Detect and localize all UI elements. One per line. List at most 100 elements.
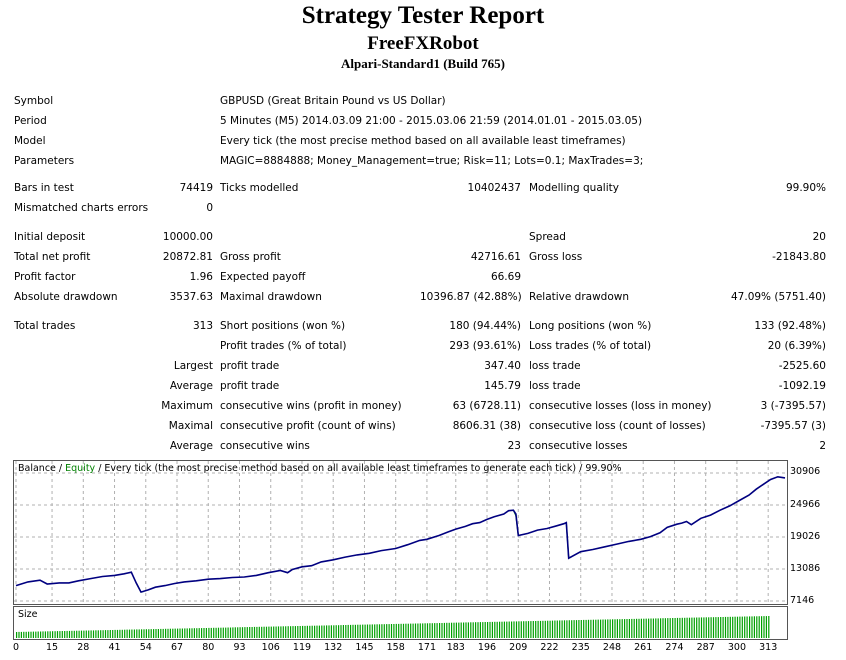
avg-consec-losses-label: consecutive losses	[529, 440, 628, 452]
size-bar	[705, 617, 707, 638]
size-bar	[508, 621, 510, 638]
size-bar	[354, 624, 356, 638]
initial-deposit-label: Initial deposit	[14, 231, 86, 243]
size-bar	[381, 624, 383, 638]
size-bar	[95, 630, 97, 638]
size-bar	[25, 631, 27, 638]
size-bar	[256, 626, 258, 638]
size-bar	[475, 622, 477, 638]
size-bar	[318, 625, 320, 638]
expected-payoff-value: 66.69	[490, 271, 521, 283]
size-bar	[662, 618, 664, 638]
x-tick-label: 15	[46, 642, 59, 653]
avg-consec-wins-value: 23	[507, 440, 521, 452]
x-tick-label: 67	[170, 642, 184, 653]
size-bar	[299, 626, 301, 638]
quality-value: 99.90%	[785, 182, 826, 194]
size-bar	[374, 624, 376, 638]
x-tick-label: 80	[202, 642, 215, 653]
size-bar	[393, 624, 395, 638]
x-tick-label: 287	[696, 642, 715, 653]
x-tick-label: 0	[12, 642, 20, 653]
size-bar	[383, 624, 385, 638]
size-bar	[619, 619, 621, 638]
short-positions-value: 180 (94.44%)	[449, 320, 521, 332]
size-bar	[587, 619, 590, 638]
size-bar	[590, 619, 592, 638]
size-bar	[575, 620, 578, 638]
size-bar	[527, 621, 530, 638]
model-value: Every tick (the most precise method base…	[220, 135, 626, 147]
size-bar	[366, 624, 369, 638]
size-bar	[186, 628, 188, 638]
size-bar	[712, 617, 715, 638]
x-tick-label: 196	[477, 642, 497, 653]
size-bar	[330, 625, 332, 638]
size-bar	[506, 621, 508, 638]
size-bar	[768, 616, 770, 638]
avg-consec-wins-label: consecutive wins	[220, 440, 310, 452]
profit-factor-value: 1.96	[189, 271, 213, 283]
size-bar	[465, 622, 467, 638]
size-bar	[405, 623, 407, 638]
quality-label: Modelling quality	[529, 182, 619, 194]
size-bar	[660, 618, 662, 638]
size-bar	[290, 626, 292, 638]
size-bar	[537, 620, 539, 638]
size-bar	[234, 627, 236, 638]
size-bar	[638, 618, 640, 638]
net-profit-label: Total net profit	[14, 251, 91, 263]
x-tick-label: 145	[355, 642, 374, 653]
size-bar	[566, 620, 568, 638]
chart-header-equity: Equity	[65, 463, 96, 474]
size-bar	[400, 623, 402, 638]
size-bar	[157, 629, 159, 638]
size-bar	[16, 632, 18, 638]
x-tick-label: 132	[324, 642, 343, 653]
size-bar	[261, 626, 263, 638]
size-bar	[232, 627, 234, 638]
size-bar	[652, 618, 654, 638]
size-bar	[314, 625, 316, 638]
size-bar	[162, 628, 164, 638]
max-consec-wins-value: 63 (6728.11)	[452, 400, 521, 412]
size-bar	[227, 627, 229, 638]
size-bar	[342, 625, 344, 638]
y-tick-label: 19026	[790, 531, 821, 542]
balance-chart: Balance / Equity / Every tick (the most …	[13, 460, 788, 605]
size-bar	[398, 623, 400, 638]
size-bar	[669, 618, 671, 638]
size-bar	[513, 621, 515, 638]
size-bar	[407, 623, 409, 638]
ticks-value: 10402437	[467, 182, 521, 194]
x-tick-label: 106	[261, 642, 280, 653]
size-bar	[691, 617, 693, 638]
parameters-label: Parameters	[14, 155, 75, 167]
size-bar	[628, 619, 630, 638]
size-bar	[287, 626, 289, 638]
size-bar	[482, 622, 484, 638]
size-bar	[83, 630, 85, 638]
size-bar	[470, 622, 472, 638]
size-bar	[607, 619, 609, 638]
size-bar	[116, 629, 119, 638]
loss-trades-label: Loss trades (% of total)	[529, 340, 652, 352]
size-bar	[414, 623, 417, 638]
size-bar	[761, 616, 763, 638]
size-bar	[64, 631, 66, 638]
size-bar	[189, 628, 191, 638]
size-bar	[698, 617, 700, 638]
size-bar	[210, 627, 212, 638]
initial-deposit-value: 10000.00	[162, 231, 213, 243]
size-bar	[674, 618, 676, 638]
size-bar	[578, 620, 580, 638]
size-bar	[302, 625, 304, 638]
size-bar	[410, 623, 412, 638]
size-bar	[73, 630, 75, 638]
size-bar	[559, 620, 561, 638]
size-bar	[717, 617, 719, 638]
size-bar	[467, 622, 469, 638]
size-bar	[655, 618, 657, 638]
size-bar	[167, 628, 169, 638]
size-bar	[217, 627, 220, 638]
